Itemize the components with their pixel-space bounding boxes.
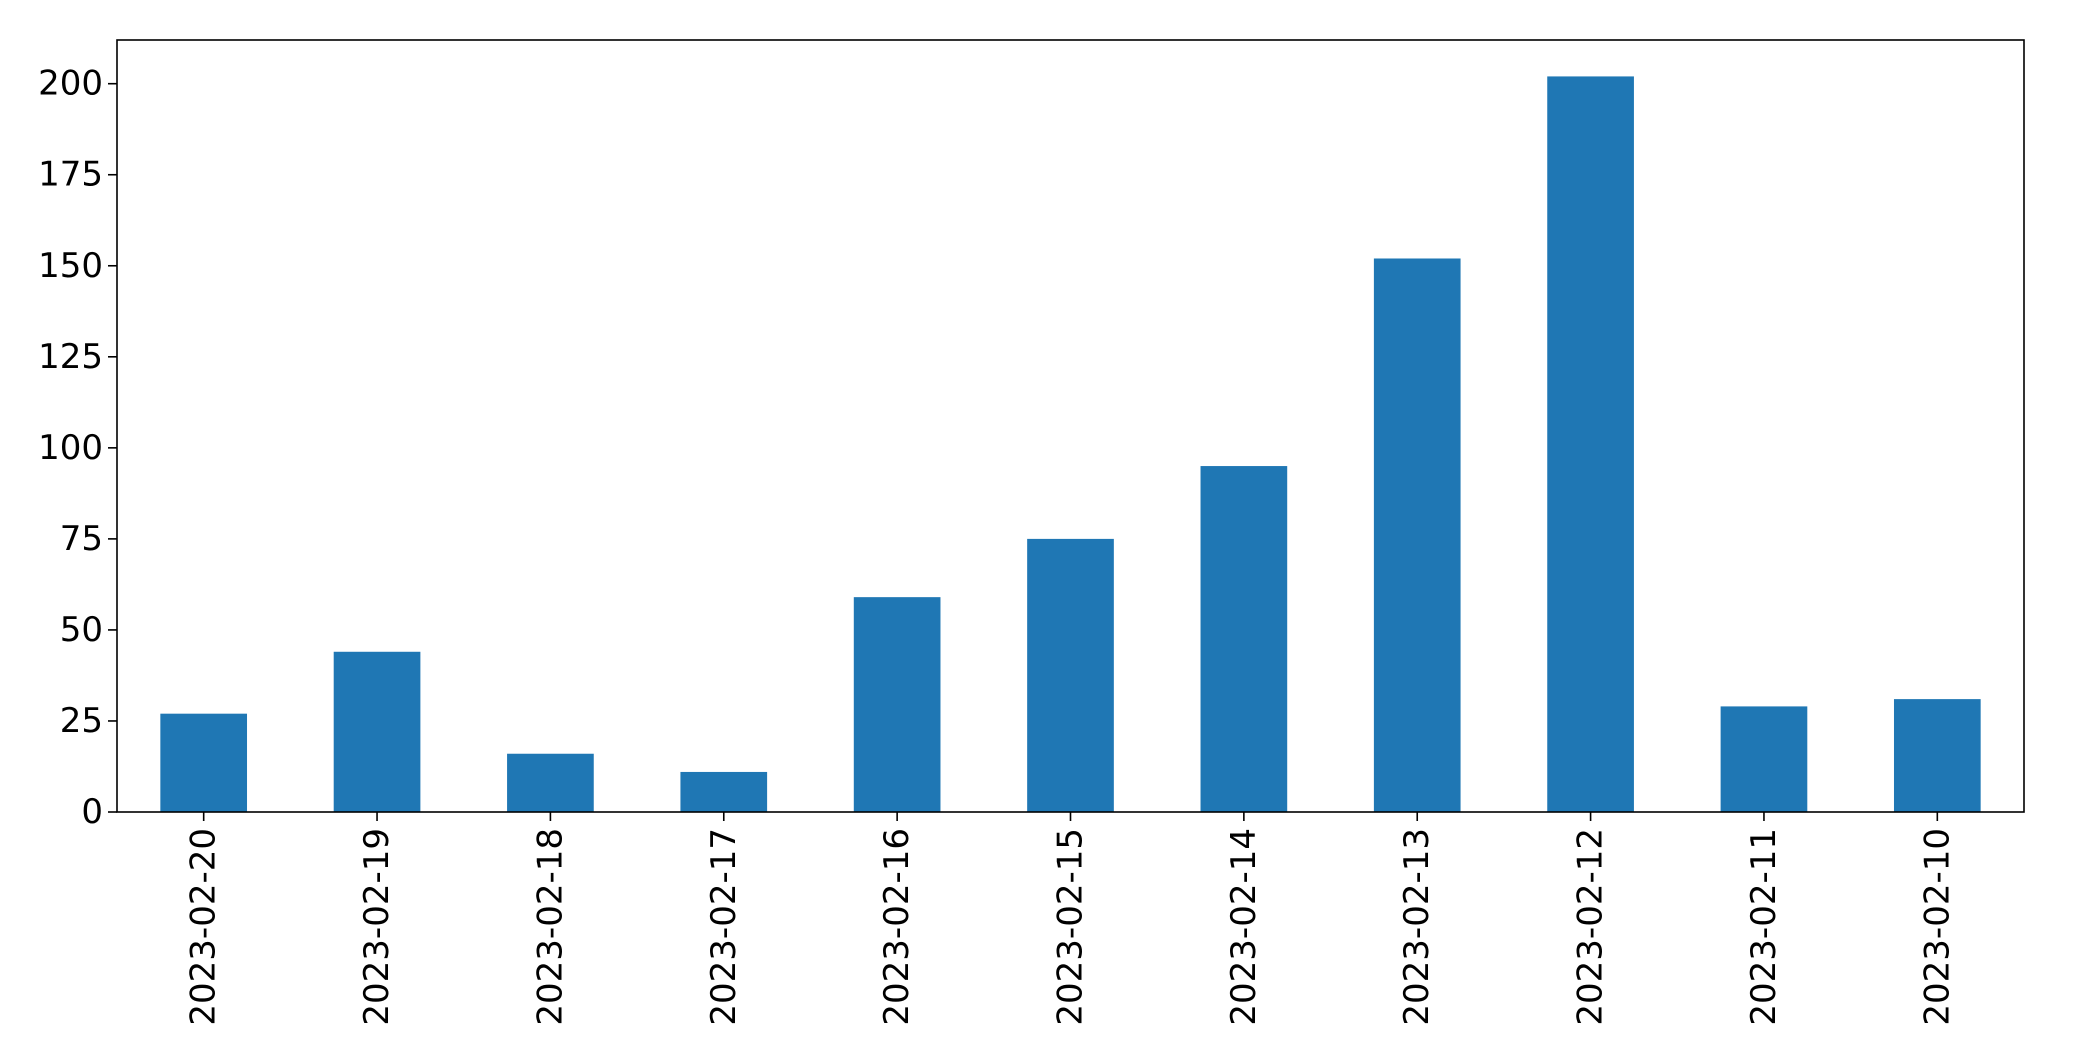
x-tick-label: 2023-02-20: [184, 828, 224, 1026]
bars-layer: [160, 76, 1981, 812]
y-tick-label: 150: [38, 246, 103, 286]
bar-2023-02-17: [680, 771, 768, 812]
y-axis: 0 25 50 75 100 125 150 175 200: [38, 64, 117, 832]
x-tick-label: 2023-02-16: [877, 828, 917, 1026]
bar-2023-02-15: [1027, 538, 1114, 812]
y-tick-label: 75: [60, 519, 103, 559]
y-tick-label: 175: [38, 155, 103, 195]
y-tick-label: 50: [60, 610, 103, 650]
x-tick-label: 2023-02-19: [357, 828, 397, 1026]
bar-2023-02-12: [1547, 76, 1634, 812]
x-tick-label: 2023-02-14: [1224, 828, 1264, 1026]
x-axis: 2023-02-20 2023-02-19 2023-02-18 2023-02-17…: [184, 812, 1957, 1026]
bar-2023-02-18: [507, 753, 594, 812]
x-tick-label: 2023-02-15: [1051, 828, 1091, 1026]
y-tick-label: 100: [38, 428, 103, 468]
bar-2023-02-19: [333, 651, 421, 812]
bar-2023-02-11: [1720, 706, 1808, 812]
x-tick-label: 2023-02-17: [704, 828, 744, 1026]
x-tick-label: 2023-02-12: [1571, 828, 1611, 1026]
bar-2023-02-13: [1373, 258, 1461, 812]
bar-2023-02-14: [1200, 466, 1288, 812]
y-tick-label: 125: [38, 337, 103, 377]
x-tick-label: 2023-02-11: [1744, 828, 1784, 1026]
bar-2023-02-10: [1893, 699, 1981, 812]
plot-frame: [116, 39, 2025, 813]
y-tick-label: 25: [60, 701, 103, 741]
x-tick-label: 2023-02-13: [1397, 828, 1437, 1026]
bar-2023-02-20: [160, 713, 248, 812]
y-tick-label: 0: [81, 792, 103, 832]
y-tick-label: 200: [38, 64, 103, 104]
x-tick-label: 2023-02-18: [530, 828, 570, 1026]
x-tick-label: 2023-02-10: [1917, 828, 1957, 1026]
bar-2023-02-16: [853, 597, 941, 812]
